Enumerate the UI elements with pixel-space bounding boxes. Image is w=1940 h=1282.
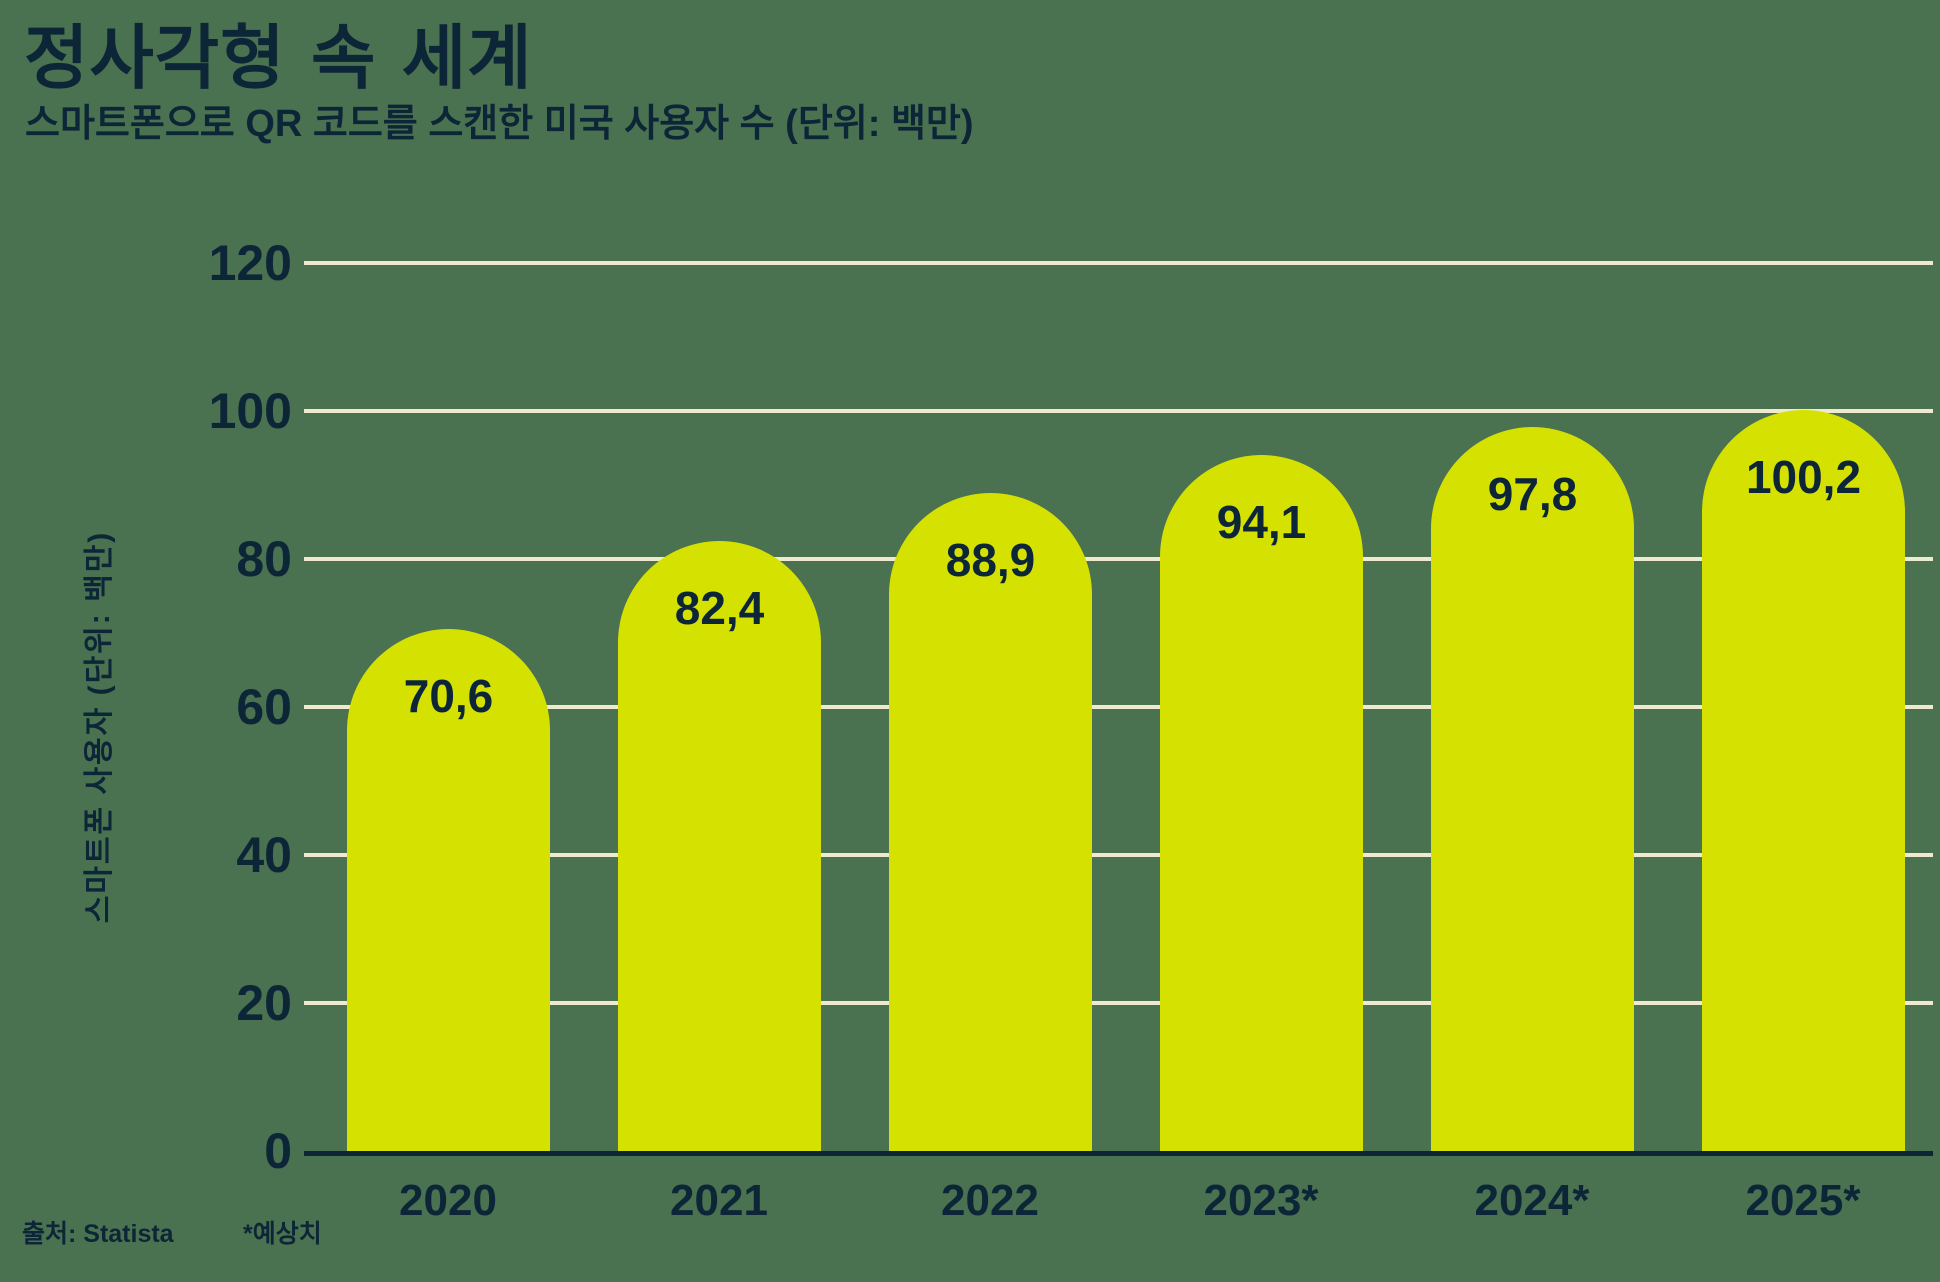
gridline-20 (304, 1001, 1933, 1005)
x-tick-label-2022: 2022 (941, 1176, 1039, 1225)
gridline-80 (304, 557, 1933, 561)
source-label: 출처: Statista (22, 1220, 174, 1248)
footnote-label: *예상치 (243, 1220, 322, 1248)
bar-value-label: 100,2 (1745, 451, 1862, 503)
gridline-100 (304, 409, 1933, 413)
bar-2021: 82,4 (618, 541, 821, 1153)
y-tick-label-80: 80 (236, 531, 292, 587)
y-tick-label-100: 100 (208, 383, 292, 439)
bar-value-label: 82,4 (674, 582, 765, 634)
x-tick-label-2025*: 2025* (1745, 1176, 1861, 1225)
bar-value-label: 97,8 (1487, 468, 1578, 520)
y-tick-label-120: 120 (208, 235, 292, 291)
y-tick-label-40: 40 (236, 827, 292, 883)
chart-title: 정사각형 속 세계 (24, 16, 533, 99)
bar-value-label: 70,6 (403, 670, 494, 722)
x-axis-line (304, 1151, 1933, 1156)
chart-subtitle: 스마트폰으로 QR 코드를 스캔한 미국 사용자 수 (단위: 백만) (25, 103, 974, 145)
x-tick-label-2023*: 2023* (1203, 1176, 1319, 1225)
bar-2022: 88,9 (889, 493, 1092, 1153)
y-tick-label-20: 20 (236, 975, 292, 1031)
x-tick-label-2021: 2021 (670, 1176, 768, 1225)
y-tick-label-60: 60 (236, 679, 292, 735)
gridline-40 (304, 853, 1933, 857)
bar-value-label: 88,9 (945, 534, 1036, 586)
bar-value-label: 94,1 (1216, 496, 1307, 548)
x-tick-label-2020: 2020 (399, 1176, 497, 1225)
bar-2025*: 100,2 (1702, 410, 1905, 1153)
x-tick-label-2024*: 2024* (1474, 1176, 1590, 1225)
y-axis-label: 스마트폰 사용자 (단위: 백만) (83, 530, 116, 924)
y-tick-label-0: 0 (264, 1123, 292, 1179)
bar-2024*: 97,8 (1431, 427, 1634, 1153)
bar-2020: 70,6 (347, 629, 550, 1153)
bar-2023*: 94,1 (1160, 455, 1363, 1153)
gridline-60 (304, 705, 1933, 709)
gridline-120 (304, 261, 1933, 265)
